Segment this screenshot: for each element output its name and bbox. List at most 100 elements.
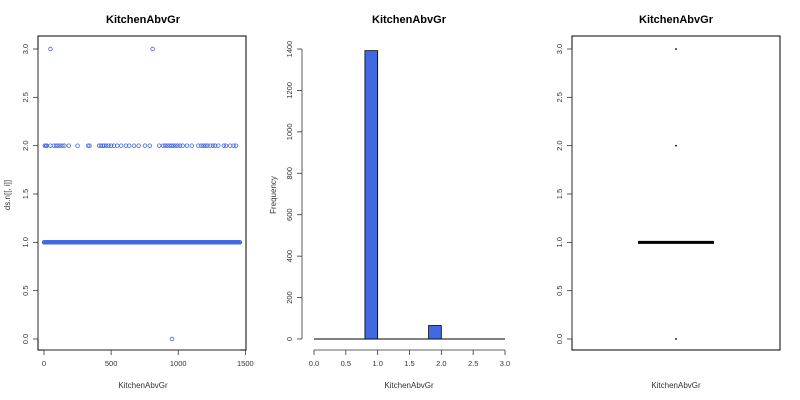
scatter-point <box>108 143 114 148</box>
boxplot-title: KitchenAbvGr <box>639 14 714 26</box>
histogram-y-tick-label: 600 <box>285 208 294 221</box>
histogram-x-tick-label: 0.5 <box>341 359 351 368</box>
histogram-bar <box>428 325 442 340</box>
scatter-y-tick-label: 2.5 <box>21 92 30 102</box>
boxplot-y-tick-label: 1.0 <box>555 237 564 247</box>
scatter-point <box>147 143 152 148</box>
histogram-x-tick-label: 2.0 <box>436 359 446 368</box>
scatter-x-axis: 0 500 1000 1500 <box>42 349 254 368</box>
scatter-point <box>237 240 243 245</box>
boxplot-y-tick-label: 1.5 <box>555 189 564 199</box>
scatter-point <box>87 143 92 148</box>
scatter-point <box>201 143 206 148</box>
scatter-point <box>189 143 195 148</box>
scatter-point <box>210 143 216 148</box>
scatter-point <box>161 143 166 148</box>
boxplot-y-tick-label: 2.5 <box>555 92 564 102</box>
scatter-point <box>55 143 61 148</box>
scatter-point <box>223 143 229 148</box>
histogram-y-tick-label: 800 <box>285 167 294 180</box>
scatter-panel: KitchenAbvGr 0 500 1000 1500 0.0 0.5 1.0 1.5 2.… <box>3 14 254 390</box>
boxplot-outlier <box>675 338 677 340</box>
scatter-point <box>142 143 148 148</box>
scatter-x-tick-label: 1500 <box>237 359 254 368</box>
boxplot-x-label: KitchenAbvGr <box>651 381 701 390</box>
boxplot-y-axis: 0.0 0.5 1.0 1.5 2.0 2.5 3.0 <box>555 44 573 344</box>
boxplot-y-tick-label: 0.0 <box>555 334 564 344</box>
histogram-x-tick-label: 1.5 <box>404 359 414 368</box>
histogram-title: KitchenAbvGr <box>372 14 447 26</box>
scatter-point <box>162 143 168 148</box>
scatter-point <box>62 143 67 148</box>
scatter-point <box>205 143 210 148</box>
boxplot-marks <box>638 48 714 340</box>
scatter-point <box>136 143 141 148</box>
scatter-point <box>150 46 155 52</box>
scatter-point <box>199 143 204 148</box>
scatter-y-tick-label: 1.0 <box>21 237 30 247</box>
scatter-y-tick-label: 2.0 <box>21 140 30 150</box>
histogram-y-axis: 0 200 400 600 800 1000 1200 1400 <box>285 41 303 341</box>
scatter-point <box>60 143 65 148</box>
scatter-point <box>104 143 109 148</box>
scatter-x-tick-label: 500 <box>105 359 118 368</box>
scatter-plot-frame <box>37 35 247 351</box>
scatter-point <box>173 143 178 148</box>
scatter-y-tick-label: 3.0 <box>21 44 30 54</box>
scatter-point <box>212 143 218 148</box>
histogram-x-tick-label: 3.0 <box>500 359 510 368</box>
histogram-y-tick-label: 1200 <box>285 82 294 99</box>
scatter-point <box>118 143 124 148</box>
scatter-points <box>41 46 243 342</box>
scatter-point <box>208 143 213 148</box>
histogram-x-tick-label: 0.0 <box>309 359 319 368</box>
boxplot-y-tick-label: 2.0 <box>555 140 564 150</box>
boxplot-panel: KitchenAbvGr 0.0 0.5 1.0 1.5 2.0 2.5 3.0 Kitch… <box>555 14 781 390</box>
scatter-y-label: ds.n[[, i]] <box>3 180 12 210</box>
scatter-point <box>180 143 185 148</box>
scatter-y-tick-label: 0.0 <box>21 334 30 344</box>
scatter-point <box>57 143 63 148</box>
boxplot-outlier <box>675 144 677 147</box>
scatter-point <box>184 143 190 148</box>
scatter-point <box>196 143 201 148</box>
scatter-point <box>165 143 170 148</box>
histogram-y-tick-label: 200 <box>285 291 294 304</box>
scatter-point <box>216 143 221 148</box>
histogram-x-axis: 0.0 0.5 1.0 1.5 2.0 2.5 3.0 <box>309 349 510 368</box>
scatter-point <box>233 143 239 148</box>
scatter-y-tick-label: 0.5 <box>21 285 30 295</box>
boxplot-plot-frame <box>571 35 781 351</box>
scatter-point <box>156 143 162 148</box>
scatter-point <box>171 143 176 148</box>
scatter-x-tick-label: 0 <box>42 359 46 368</box>
histogram-y-tick-label: 400 <box>285 250 294 263</box>
histogram-bars <box>314 50 505 340</box>
histogram-y-tick-label: 1000 <box>285 124 294 141</box>
scatter-y-tick-label: 1.5 <box>21 189 30 199</box>
scatter-point <box>102 143 107 148</box>
boxplot-y-tick-label: 3.0 <box>555 44 564 54</box>
scatter-point <box>85 143 91 148</box>
histogram-y-tick-label: 1400 <box>285 41 294 58</box>
scatter-x-label: KitchenAbvGr <box>118 381 168 390</box>
boxplot-outlier <box>675 48 677 50</box>
boxplot-y-tick-label: 0.5 <box>555 285 564 295</box>
histogram-y-label: Frequency <box>269 176 278 214</box>
histogram-panel: KitchenAbvGr 0.0 0.5 1.0 1.5 2.0 2.5 3.0 0 200 4… <box>269 14 510 390</box>
scatter-y-axis: 0.0 0.5 1.0 1.5 2.0 2.5 3.0 <box>21 44 39 344</box>
scatter-point <box>66 143 72 148</box>
histogram-bar <box>364 50 379 340</box>
histogram-y-tick-label: 0 <box>285 337 294 341</box>
scatter-point <box>203 143 208 148</box>
scatter-point <box>231 143 236 148</box>
scatter-point <box>48 46 53 52</box>
scatter-title: KitchenAbvGr <box>106 14 181 26</box>
scatter-point <box>127 143 132 148</box>
histogram-x-label: KitchenAbvGr <box>384 381 434 390</box>
scatter-point <box>48 143 53 148</box>
histogram-x-tick-label: 1.0 <box>372 359 382 368</box>
scatter-point <box>221 143 227 148</box>
scatter-point <box>131 143 137 148</box>
